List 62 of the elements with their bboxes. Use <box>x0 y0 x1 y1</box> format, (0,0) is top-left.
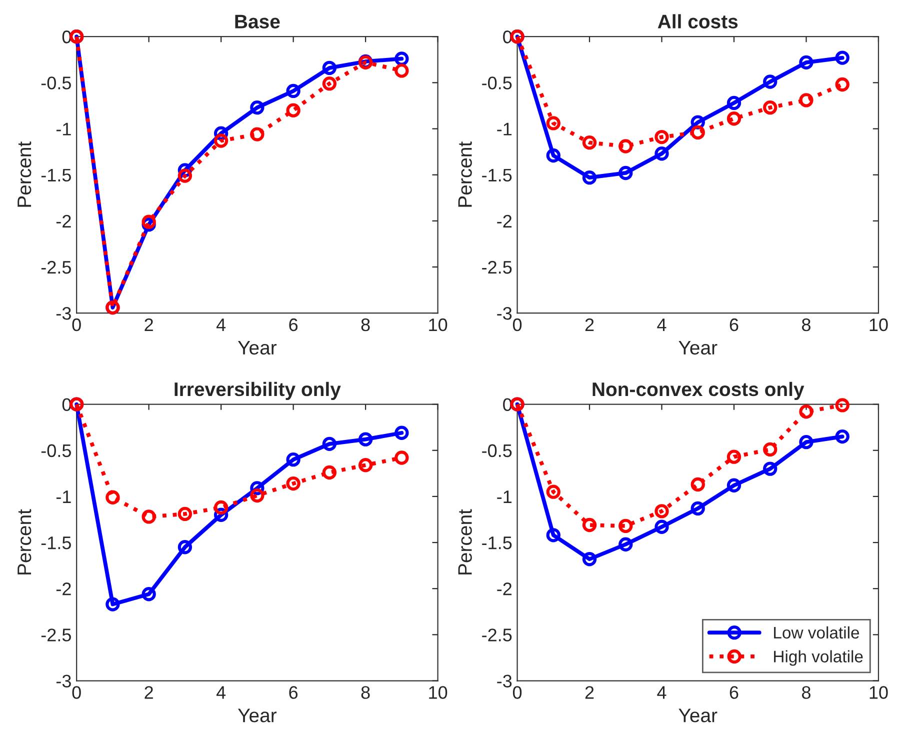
y-tick-label: -2 <box>56 582 71 596</box>
x-tick-label: 4 <box>216 686 226 699</box>
y-tick-label: -0.5 <box>482 444 512 458</box>
chart-title: All costs <box>658 14 738 28</box>
x-tick-label: 4 <box>657 318 666 332</box>
x-tick-label: 2 <box>144 318 153 332</box>
x-axis-title: Year <box>678 341 718 355</box>
x-tick-label: 8 <box>802 686 810 699</box>
y-tick-label: -2.5 <box>41 628 71 642</box>
y-tick-label: -2 <box>497 582 512 596</box>
x-tick-label: 8 <box>361 686 370 699</box>
y-tick-label: -1.5 <box>41 168 71 182</box>
y-tick-label: -0.5 <box>41 76 71 90</box>
x-tick-label: 2 <box>585 318 594 332</box>
x-axis-title: Year <box>678 708 718 722</box>
chart-title: Irreversibility only <box>174 382 341 400</box>
x-tick-label: 0 <box>512 686 522 699</box>
y-tick-label: -2.5 <box>482 260 512 274</box>
x-tick-label: 6 <box>289 318 298 332</box>
legend-label: Low volatile <box>774 626 860 639</box>
x-axis-title: Year <box>238 708 277 722</box>
x-tick-label: 6 <box>730 318 738 332</box>
x-tick-label: 10 <box>429 686 448 699</box>
y-tick-label: -1 <box>497 490 512 503</box>
x-tick-label: 8 <box>361 318 370 332</box>
y-tick-label: -1.5 <box>41 536 71 550</box>
x-tick-label: 6 <box>730 686 738 699</box>
y-axis-title: Percent <box>18 509 32 574</box>
y-tick-label: -1 <box>497 122 512 136</box>
y-tick-label: -3 <box>497 307 512 320</box>
legend-label: High volatile <box>774 650 863 666</box>
x-tick-label: 8 <box>802 318 810 332</box>
x-tick-label: 10 <box>429 318 448 332</box>
chart-title: Non-convex costs only <box>592 382 804 400</box>
y-tick-label: -1.5 <box>482 536 512 550</box>
y-tick-label: -1 <box>56 490 71 503</box>
chart-title: Base <box>235 14 280 28</box>
x-tick-label: 10 <box>870 686 888 699</box>
y-tick-label: -0.5 <box>41 444 71 458</box>
x-tick-label: 2 <box>585 686 594 699</box>
x-axis-title: Year <box>238 341 277 355</box>
x-tick-label: 0 <box>72 686 81 699</box>
x-tick-label: 4 <box>657 686 666 699</box>
x-tick-label: 4 <box>216 318 226 332</box>
y-axis-title: Percent <box>18 141 32 207</box>
y-tick-label: -1.5 <box>482 168 512 182</box>
y-tick-label: -0.5 <box>482 76 512 90</box>
y-tick-label: -1 <box>56 122 71 136</box>
x-tick-label: 2 <box>144 686 153 699</box>
x-tick-label: 0 <box>72 318 81 332</box>
x-tick-label: 0 <box>512 318 522 332</box>
y-tick-label: -2.5 <box>41 260 71 274</box>
x-tick-label: 10 <box>870 318 888 332</box>
y-tick-label: -2.5 <box>482 628 512 642</box>
y-tick-label: -2 <box>497 214 512 228</box>
y-tick-label: -2 <box>56 214 71 228</box>
y-axis-title: Percent <box>458 509 472 574</box>
y-tick-label: -3 <box>56 307 71 320</box>
y-tick-label: -3 <box>56 674 71 688</box>
x-tick-label: 6 <box>289 686 298 699</box>
y-axis-title: Percent <box>458 141 472 207</box>
y-tick-label: -3 <box>497 674 512 688</box>
